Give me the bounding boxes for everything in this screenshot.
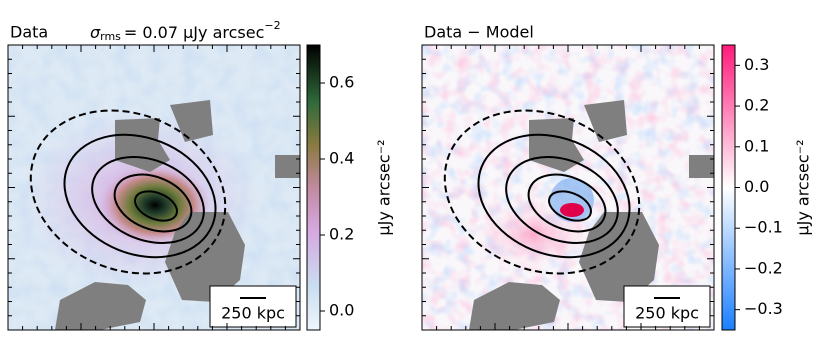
scalebar-label: 250 kpc: [635, 304, 699, 323]
subscript: rms: [100, 30, 121, 43]
colorbar-tick-label: 0.0: [744, 177, 769, 196]
superscript: −2: [264, 19, 280, 32]
colorbar-tick-label: −0.1: [744, 218, 783, 237]
colorbar-tick-label: 0.2: [744, 96, 769, 115]
annotation-text: = 0.07 μJy arcsec: [124, 23, 264, 42]
scalebar: 250 kpc: [209, 285, 297, 328]
colorbar-tick-label: 0.2: [329, 225, 354, 244]
colorbar-tick-label: −0.2: [744, 258, 783, 277]
colorbar: [721, 44, 736, 331]
colorbar-label: μJy arcsec⁻²: [375, 139, 394, 235]
scalebar-label: 250 kpc: [221, 304, 285, 323]
data-image: [8, 45, 300, 330]
symbol: σ: [90, 23, 101, 42]
panel-title: Data: [10, 23, 48, 42]
colorbar-tick-label: −0.3: [744, 299, 783, 318]
colorbar-tick-label: 0.6: [329, 73, 354, 92]
scalebar: 250 kpc: [623, 285, 711, 328]
colorbar-tick-label: 0.4: [329, 149, 354, 168]
colorbar-tick-label: 0.1: [744, 136, 769, 155]
colorbar-label: μJy arcsec⁻²: [794, 139, 813, 235]
panel-title: Data − Model: [424, 23, 534, 42]
colorbar-tick-label: 0.0: [329, 301, 354, 320]
colorbar: [306, 44, 321, 331]
residual-image: [421, 44, 715, 331]
colorbar-tick-label: 0.3: [744, 55, 769, 74]
annotation: σrms = 0.07 μJy arcsec−2: [90, 19, 281, 43]
